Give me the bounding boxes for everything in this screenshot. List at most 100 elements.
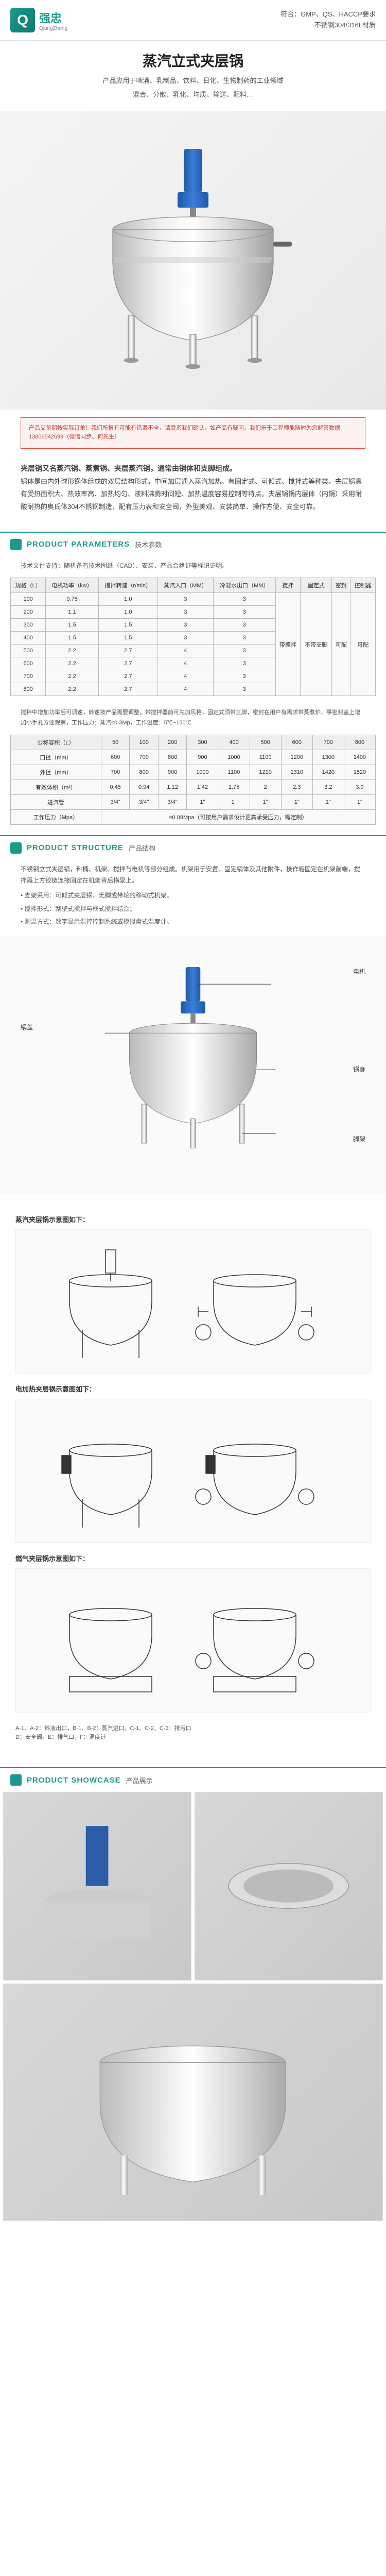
table-cell: 1100 — [218, 765, 250, 779]
table-header: 600 — [281, 735, 312, 750]
table-cell: 900 — [187, 750, 218, 765]
params-table-1: 规格（L）电机功率（kw）搅拌转速（r/min）蒸汽入口（MM）冷凝水出口（MM… — [10, 578, 376, 696]
table-cell: 外径（mm） — [11, 765, 101, 779]
table-header: 400 — [218, 735, 250, 750]
table-cell: 3 — [213, 632, 275, 645]
section-icon — [10, 1774, 22, 1786]
table-cell: 2.7 — [98, 645, 157, 657]
table-cell: 3.2 — [312, 779, 344, 794]
diagram-caption: A-1、A-2：料液出口，B-1、B-2：蒸汽进口，C-1、C-2、C-3：排污… — [15, 1720, 371, 1747]
table1-note: 搅拌中增加功率后可调速，转速按产品需要调整，带搅拌器前可先加风格，固定式须带三脚… — [0, 704, 386, 735]
table-cell: 1100 — [250, 750, 281, 765]
table-cell: 1.42 — [187, 779, 218, 794]
table-row: 工作压力（Mpa）≤0.09Mpa（可按用户需求设计更高承受压力，需定制） — [11, 809, 376, 824]
table-cell: 1" — [250, 794, 281, 809]
showcase-photo-full — [3, 1984, 383, 2221]
table-cell: 1.5 — [46, 632, 98, 645]
diagram-gas-title: 燃气夹层锅示意图如下： — [15, 1553, 371, 1563]
table-cell: 2.2 — [46, 645, 98, 657]
table-header: 控制器 — [350, 578, 376, 593]
table-cell: 1300 — [312, 750, 344, 765]
section-en: PRODUCT STRUCTURE — [27, 843, 124, 852]
list-item: • 支架采用：可倾式夹层锅，无脚或带轮的移动式机架。 — [21, 890, 365, 902]
table-row: 进汽管3/4"3/4"3/4"1"1"1"1"1"1" — [11, 794, 376, 809]
table-cell: 900 — [158, 765, 187, 779]
params-intro: 技术文件支持：随机备有技术图纸（CAD）、安装、产品合格证等标识证明。 — [0, 556, 386, 578]
table-cell: 1" — [312, 794, 344, 809]
showcase-grid — [0, 1792, 386, 2231]
table-cell: 2.7 — [98, 657, 157, 670]
table-cell: 1520 — [344, 765, 375, 779]
table-cell: 600 — [101, 750, 130, 765]
table-cell: 1.75 — [218, 779, 250, 794]
section-cn: 技术参数 — [135, 539, 162, 549]
desc-bold: 夹层锅又名蒸汽锅、蒸煮锅、夹层蒸汽锅，通常由锅体和支脚组成。 — [21, 464, 237, 472]
table-cell: 4 — [157, 670, 213, 683]
table-cell: 3 — [157, 619, 213, 632]
table-cell: 4 — [157, 645, 213, 657]
section-icon — [10, 539, 22, 550]
table-cell: 1310 — [281, 765, 312, 779]
table-cell: 1400 — [344, 750, 375, 765]
table-cell: 1.5 — [46, 619, 98, 632]
table-row: 口径（mm）60070080090010001100120013001400 — [11, 750, 376, 765]
table-header: 500 — [250, 735, 281, 750]
label-body: 锅身 — [353, 1065, 365, 1074]
structure-svg — [95, 957, 291, 1173]
table-cell: 3 — [213, 593, 275, 606]
desc-body: 锅体是由内外球形锅体组成的双层结构形式，中间加层通入蒸汽加热。有固定式、可倾式、… — [21, 478, 362, 511]
table-cell: 1.0 — [98, 606, 157, 619]
table-cell: 2.3 — [281, 779, 312, 794]
logo-cn: 强忠 — [39, 9, 67, 26]
table-header: 固定式 — [301, 578, 332, 593]
table-cell: 1420 — [312, 765, 344, 779]
table-cell: 1.5 — [98, 619, 157, 632]
table-header: 搅拌转速（r/min） — [98, 578, 157, 593]
section-showcase: PRODUCT SHOWCASE 产品展示 — [0, 1767, 386, 1792]
table-header: 800 — [344, 735, 375, 750]
table-cell: 1210 — [250, 765, 281, 779]
table-cell: 1" — [218, 794, 250, 809]
table-cell: 3 — [213, 670, 275, 683]
table-cell: 3 — [213, 645, 275, 657]
logo-en: QiangZhong — [39, 26, 67, 31]
structure-intro: 不锈钢立式夹层锅，料桶、机架、搅拌与电机等部分组成。机架用于安置、固定锅体及其他… — [0, 860, 386, 936]
table-row: 有效体积（m³）0.450.941.121.421.7522.33.23.9 — [11, 779, 376, 794]
table-cell: 800 — [11, 683, 46, 696]
table-cell: 600 — [11, 657, 46, 670]
table-cell: 口径（mm） — [11, 750, 101, 765]
table-cell: 0.45 — [101, 779, 130, 794]
table-cell: 1" — [281, 794, 312, 809]
showcase-photo — [3, 1792, 191, 1980]
table-cell: 1.12 — [158, 779, 187, 794]
table-header: 电机功率（kw） — [46, 578, 98, 593]
table-header: 规格（L） — [11, 578, 46, 593]
table-header: 蒸汽入口（MM） — [157, 578, 213, 593]
table-cell: 0.75 — [46, 593, 98, 606]
diagram-steam — [15, 1229, 371, 1374]
table-cell: 1" — [344, 794, 375, 809]
diagram-electric-title: 电加热夹层锅示意图如下： — [15, 1384, 371, 1394]
subtitle-1: 产品应用于啤酒、乳制品、饮料、日化、生物制药的工业领域 — [0, 75, 386, 89]
label-lid: 锅盖 — [21, 1023, 33, 1031]
table-cell: ≤0.09Mpa（可按用户需求设计更高承受压力，需定制） — [101, 809, 375, 824]
table-cell: 2.2 — [46, 683, 98, 696]
table-cell: 带搅拌 — [275, 593, 301, 696]
section-cn: 产品展示 — [126, 1775, 153, 1785]
diagrams: 蒸汽夹层锅示意图如下： 电加热夹层锅示意图如下： — [0, 1194, 386, 1757]
alert-box: 产品交货期按实际订单！我们所报有可能有错漏不全，请联系我们确认，如产品有疑问，我… — [21, 417, 365, 449]
section-en: PRODUCT SHOWCASE — [27, 1776, 121, 1785]
table-cell: 800 — [130, 765, 159, 779]
table-cell: 3 — [157, 593, 213, 606]
table-cell: 有效体积（m³） — [11, 779, 101, 794]
table-cell: 4 — [157, 657, 213, 670]
header-line1: 符合：GMP、QS、HACCP要求 — [280, 9, 376, 20]
table-row: 外径（mm）700800900100011001210131014201520 — [11, 765, 376, 779]
showcase-photo — [195, 1792, 383, 1980]
table-header: 公称容积（L） — [11, 735, 101, 750]
table-cell: 700 — [11, 670, 46, 683]
table-cell: 3.9 — [344, 779, 375, 794]
kettle-illustration — [69, 137, 317, 384]
table-header: 冷凝水出口（MM） — [213, 578, 275, 593]
table-cell: 3/4" — [101, 794, 130, 809]
